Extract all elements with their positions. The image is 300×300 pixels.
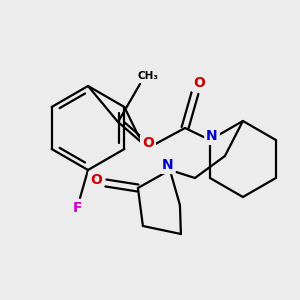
Text: O: O (90, 173, 102, 187)
Text: N: N (162, 158, 174, 172)
Text: CH₃: CH₃ (137, 71, 158, 81)
Text: F: F (73, 201, 83, 215)
Text: N: N (206, 129, 218, 143)
Text: O: O (142, 136, 154, 150)
Text: O: O (193, 76, 205, 90)
